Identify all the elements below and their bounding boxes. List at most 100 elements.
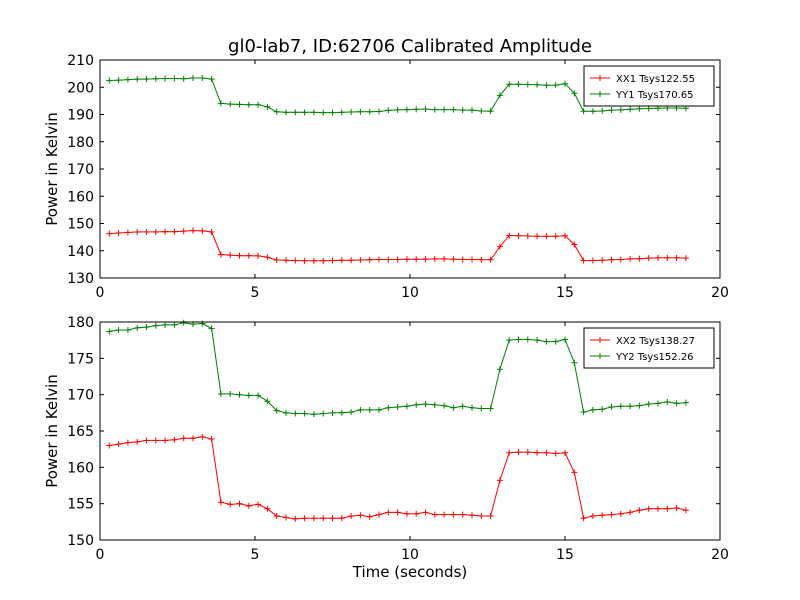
data-point (171, 75, 178, 82)
data-point (255, 101, 262, 108)
data-point (459, 403, 466, 410)
legend-box (583, 65, 715, 107)
data-point (478, 513, 485, 520)
data-point (152, 437, 159, 444)
data-point (162, 321, 169, 328)
data-point (645, 401, 652, 408)
data-point (143, 228, 150, 235)
data-point (208, 435, 215, 442)
data-point (459, 107, 466, 114)
data-point (562, 449, 568, 456)
data-point (171, 321, 178, 328)
data-point (180, 228, 187, 235)
y-axis-label: Power in Kelvin (43, 112, 61, 226)
data-point (524, 81, 531, 88)
data-point (645, 505, 652, 512)
data-point (664, 505, 671, 512)
data-point (134, 228, 141, 235)
data-point (534, 337, 541, 344)
data-point (431, 511, 438, 518)
data-point (152, 75, 159, 82)
data-point (329, 257, 336, 264)
y-tick-label: 150 (67, 533, 94, 549)
data-point (385, 404, 392, 411)
data-point (199, 74, 206, 81)
data-point (357, 406, 364, 413)
data-point (190, 435, 196, 442)
data-point (301, 410, 308, 417)
data-point (301, 515, 308, 522)
data-point (245, 392, 252, 399)
data-point (469, 512, 475, 519)
data-point (245, 502, 252, 509)
data-point (255, 501, 262, 508)
data-point (534, 81, 541, 88)
data-point (199, 227, 206, 234)
legend: XX1 Tsys122.55 YY1 Tsys170.65 (583, 65, 715, 107)
data-point (310, 515, 317, 522)
data-point (162, 437, 169, 444)
data-point (376, 256, 382, 263)
data-point (124, 76, 131, 83)
data-point (180, 75, 187, 82)
data-point (385, 107, 392, 114)
data-point (478, 405, 485, 412)
data-point (357, 257, 364, 264)
legend-label: XX1 Tsys122.55 (616, 74, 695, 85)
data-point (283, 257, 289, 264)
data-point (441, 402, 448, 409)
x-tick-label: 10 (401, 547, 419, 563)
data-point (580, 515, 587, 522)
data-point (608, 107, 615, 114)
data-point (190, 74, 196, 81)
chart-panel-2: Power in Kelvin Time (seconds) 0 5 10 15 20 150… (43, 315, 729, 581)
legend-label: YY1 Tsys170.65 (615, 90, 694, 101)
data-point (599, 512, 606, 519)
data-point (562, 336, 568, 343)
data-point (459, 511, 466, 518)
data-point (636, 402, 643, 409)
data-point (496, 243, 503, 250)
data-point (273, 257, 280, 264)
data-point (413, 401, 420, 408)
data-point (506, 337, 513, 344)
data-point (162, 75, 169, 82)
data-point (682, 507, 689, 514)
data-point (450, 511, 457, 518)
data-point (543, 233, 550, 240)
data-point (450, 256, 457, 263)
data-point (264, 103, 271, 110)
data-point (357, 108, 364, 115)
data-point (673, 400, 680, 407)
data-point (627, 509, 634, 516)
data-point (264, 254, 271, 261)
data-point (283, 409, 289, 416)
data-point (199, 320, 206, 327)
data-point (450, 106, 457, 113)
data-point (580, 409, 587, 416)
data-point (534, 449, 541, 456)
data-point (366, 108, 373, 115)
data-point (469, 256, 475, 263)
data-point (217, 100, 224, 107)
data-point (627, 255, 634, 262)
legend-box (583, 327, 715, 369)
data-point (524, 233, 531, 240)
data-point (562, 80, 568, 87)
data-point (143, 76, 150, 83)
data-point (329, 109, 336, 116)
data-point (227, 252, 234, 259)
data-point (515, 336, 522, 343)
data-point (301, 109, 308, 116)
data-point (562, 232, 568, 239)
data-point (403, 510, 410, 517)
x-tick-label: 15 (556, 285, 574, 301)
data-point (255, 392, 262, 399)
legend-marker (597, 91, 603, 97)
data-point (264, 505, 271, 512)
data-point (682, 255, 689, 262)
data-point (208, 228, 215, 235)
data-point (245, 252, 252, 259)
data-point (515, 232, 522, 239)
data-point (171, 436, 178, 443)
